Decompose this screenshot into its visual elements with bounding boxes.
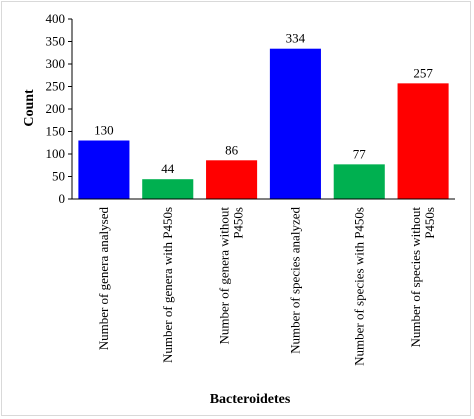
category-labels: Number of genera analysed Number of gener…: [96, 207, 437, 366]
value-label: 257: [413, 65, 433, 80]
value-labels: 130 44 86 334 77 257: [94, 31, 433, 176]
x-axis-title: Bacteroidetes: [210, 392, 291, 407]
bar: [333, 164, 385, 199]
value-label: 44: [161, 161, 175, 176]
bar: [206, 160, 258, 199]
category-label: Number of species without: [408, 207, 423, 348]
y-axis-title: Count: [22, 89, 37, 127]
bar: [269, 48, 321, 200]
bar: [397, 83, 449, 199]
category-label: Number of genera with P450s: [160, 207, 175, 363]
y-tick-label: 150: [46, 124, 66, 139]
value-label: 130: [94, 123, 114, 138]
bar: [142, 179, 194, 199]
y-axis-ticks: 0 50 100 150 200 250 300 350 400: [46, 11, 72, 206]
category-label: P450s: [231, 207, 246, 239]
value-label: 86: [225, 142, 239, 157]
category-label: P450s: [422, 207, 437, 239]
category-label: Number of species analyzed: [287, 207, 302, 354]
bars: [78, 48, 449, 200]
y-tick-label: 350: [46, 34, 66, 49]
y-tick-label: 400: [46, 11, 66, 26]
bar: [78, 140, 130, 199]
category-label: Number of genera analysed: [96, 207, 111, 351]
value-label: 77: [353, 146, 367, 161]
category-label: Number of genera without: [217, 207, 232, 345]
y-tick-label: 100: [46, 146, 66, 161]
y-tick-label: 300: [46, 56, 66, 71]
y-tick-label: 0: [59, 191, 66, 206]
value-label: 334: [286, 31, 306, 46]
y-tick-label: 250: [46, 79, 66, 94]
y-tick-label: 200: [46, 101, 66, 116]
category-label: Number of species with P450s: [351, 207, 366, 366]
y-tick-label: 50: [52, 169, 65, 184]
